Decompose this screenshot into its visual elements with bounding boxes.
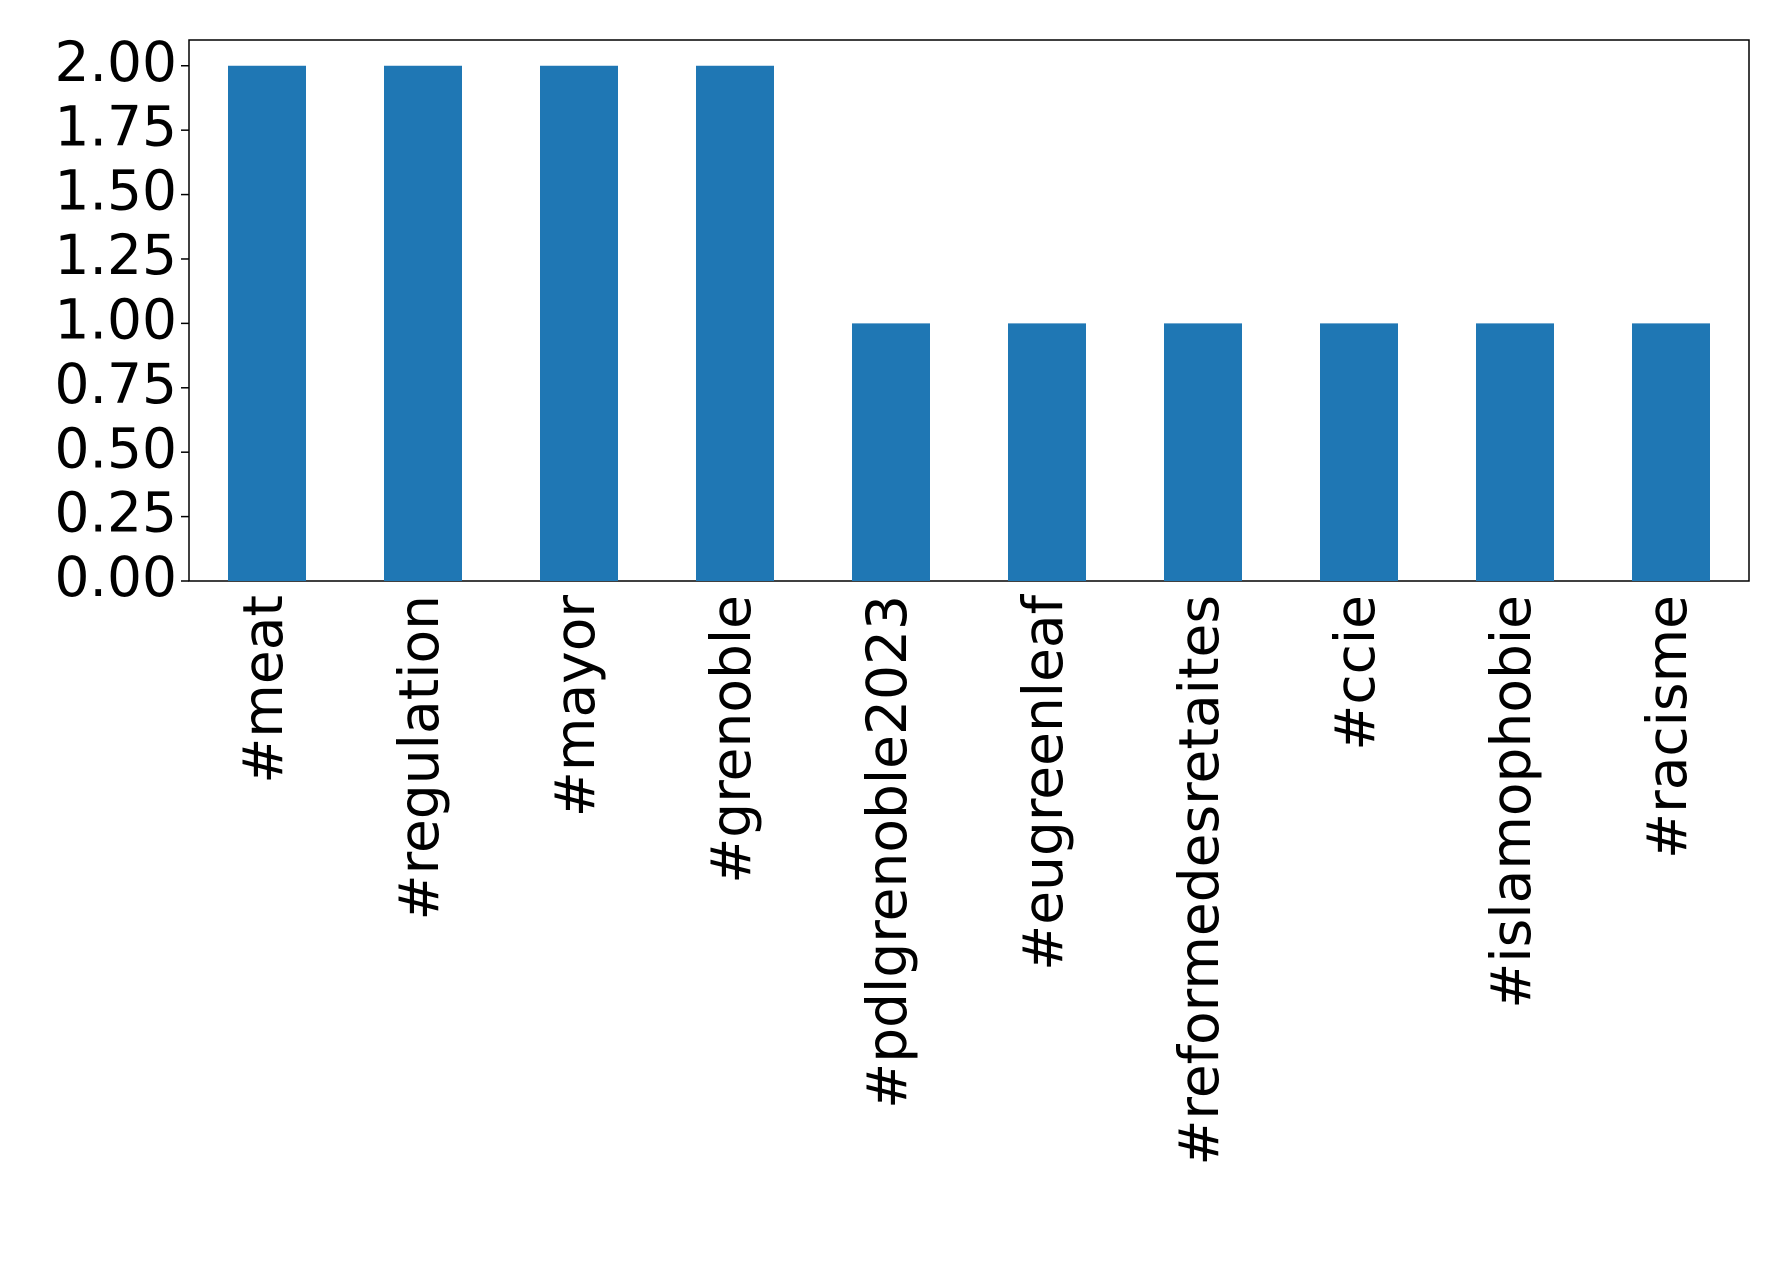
x-tick-label: #pdlgrenoble2023 [855, 595, 919, 1109]
bar [384, 65, 462, 581]
y-tick-label: 0.25 [55, 481, 177, 545]
plot-frame [188, 39, 1750, 582]
x-tick-label: #reformedesretaites [1167, 595, 1231, 1166]
x-tick-label: #meat [231, 595, 295, 784]
x-tick-label: #eugreenleaf [1011, 593, 1075, 970]
bar [1320, 323, 1398, 581]
x-tick-label: #regulation [387, 595, 451, 920]
x-tick-label: #racisme [1635, 595, 1699, 859]
bar [228, 65, 306, 581]
y-tick-label: 1.00 [55, 288, 177, 352]
y-tick-label: 1.75 [55, 94, 177, 158]
y-tick-label: 0.00 [55, 545, 177, 609]
bar [1008, 323, 1086, 581]
x-tick-label: #grenoble [699, 595, 763, 884]
bar [1476, 323, 1554, 581]
x-tick-label: #islamophobie [1479, 595, 1543, 1009]
bar [696, 65, 774, 581]
y-tick-label: 1.25 [55, 223, 177, 287]
bar [1164, 323, 1242, 581]
y-tick-label: 2.00 [55, 30, 177, 94]
y-tick-label: 0.75 [55, 352, 177, 416]
y-tick-label: 1.50 [55, 159, 177, 223]
bar [1632, 323, 1710, 581]
y-tick-label: 0.50 [55, 416, 177, 480]
bar [540, 65, 618, 581]
bar [852, 323, 930, 581]
x-tick-label: #mayor [543, 595, 607, 818]
x-tick-label: #ccie [1323, 595, 1387, 751]
